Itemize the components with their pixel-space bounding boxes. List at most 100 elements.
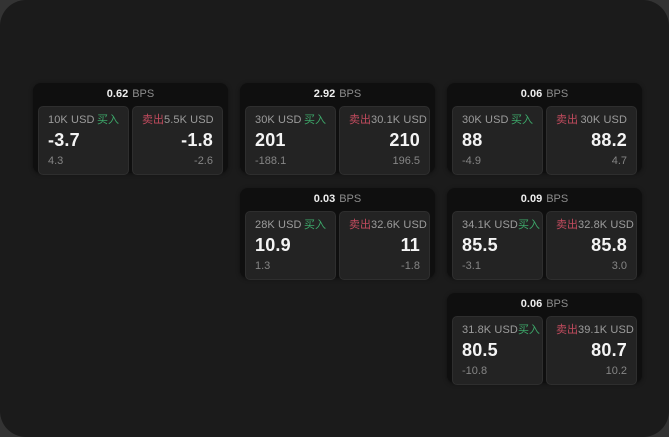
buy-price: 88 (462, 130, 483, 150)
buy-change: -4.9 (462, 155, 481, 167)
buy-amount: 30K USD (255, 114, 302, 126)
card-header: 0.06 BPS (447, 293, 642, 316)
card-header: 0.09 BPS (447, 188, 642, 211)
buy-panel-top: 31.8K USD 买入 (462, 324, 540, 337)
buy-panel[interactable]: 28K USD 买入 10.9 1.3 (245, 211, 336, 280)
sell-tag: 卖出 (556, 219, 578, 231)
sell-tag: 卖出 (142, 114, 164, 126)
sell-price: 85.8 (591, 235, 627, 255)
bps-unit-label: BPS (339, 88, 362, 100)
bps-value: 0.03 (313, 193, 336, 205)
quote-card-4: 0.03 BPS 28K USD 买入 10.9 1.3 卖出 32.6K US… (240, 188, 435, 280)
buy-panel[interactable]: 31.8K USD 买入 80.5 -10.8 (452, 316, 543, 385)
quote-cards-grid: 0.62 BPS 10K USD 买入 -3.7 4.3 卖出 5.5K USD (33, 83, 642, 385)
card-body: 31.8K USD 买入 80.5 -10.8 卖出 39.1K USD 80.… (447, 316, 642, 390)
bps-value: 0.09 (520, 193, 543, 205)
sell-amount: 30K USD (580, 114, 627, 126)
sell-change: -2.6 (194, 155, 213, 167)
buy-price: 10.9 (255, 235, 291, 255)
sell-price: 11 (400, 235, 420, 255)
card-header: 0.03 BPS (240, 188, 435, 211)
buy-panel-top: 30K USD 买入 (255, 114, 326, 127)
card-header: 0.62 BPS (33, 83, 228, 106)
sell-panel-top: 卖出 39.1K USD (556, 324, 634, 337)
buy-tag: 买入 (304, 219, 326, 231)
sell-tag: 卖出 (556, 324, 578, 336)
sell-change: 3.0 (611, 260, 627, 272)
buy-amount: 31.8K USD (462, 324, 518, 336)
buy-tag: 买入 (517, 219, 540, 231)
buy-tag: 买入 (304, 114, 326, 126)
quote-card-3: 0.06 BPS 30K USD 买入 88 -4.9 卖出 30K USD (447, 83, 642, 175)
sell-panel[interactable]: 卖出 32.8K USD 85.8 3.0 (546, 211, 637, 280)
sell-panel[interactable]: 卖出 30K USD 88.2 4.7 (546, 106, 637, 175)
bps-value: 2.92 (313, 88, 336, 100)
quote-card-6: 0.06 BPS 31.8K USD 买入 80.5 -10.8 卖出 39.1… (447, 293, 642, 385)
sell-panel[interactable]: 卖出 5.5K USD -1.8 -2.6 (132, 106, 223, 175)
bps-unit-label: BPS (339, 193, 362, 205)
buy-panel-top: 34.1K USD 买入 (462, 219, 540, 232)
card-header: 2.92 BPS (240, 83, 435, 106)
sell-panel[interactable]: 卖出 30.1K USD 210 196.5 (339, 106, 430, 175)
buy-panel-top: 28K USD 买入 (255, 219, 326, 232)
card-header: 0.06 BPS (447, 83, 642, 106)
sell-amount: 32.6K USD (371, 219, 427, 231)
buy-tag: 买入 (97, 114, 119, 126)
card-body: 10K USD 买入 -3.7 4.3 卖出 5.5K USD -1.8 -2.… (33, 106, 228, 180)
sell-panel-top: 卖出 32.6K USD (349, 219, 427, 232)
buy-panel-top: 30K USD 买入 (462, 114, 533, 127)
quote-card-5: 0.09 BPS 34.1K USD 买入 85.5 -3.1 卖出 32.8K… (447, 188, 642, 280)
sell-price: 210 (389, 130, 420, 150)
bps-unit-label: BPS (546, 193, 569, 205)
sell-panel[interactable]: 卖出 32.6K USD 11 -1.8 (339, 211, 430, 280)
sell-price: 80.7 (591, 340, 627, 360)
buy-panel[interactable]: 30K USD 买入 88 -4.9 (452, 106, 543, 175)
sell-panel-top: 卖出 30K USD (556, 114, 627, 127)
buy-tag: 买入 (511, 114, 533, 126)
sell-change: 10.2 (605, 365, 627, 377)
sell-amount: 30.1K USD (371, 114, 427, 126)
sell-panel-top: 卖出 30.1K USD (349, 114, 427, 127)
sell-panel-top: 卖出 5.5K USD (142, 114, 214, 127)
bps-value: 0.06 (520, 88, 543, 100)
buy-amount: 10K USD (48, 114, 95, 126)
sell-panel-top: 卖出 32.8K USD (556, 219, 634, 232)
buy-panel[interactable]: 30K USD 买入 201 -188.1 (245, 106, 336, 175)
buy-amount: 28K USD (255, 219, 302, 231)
buy-change: -188.1 (255, 155, 287, 167)
bps-unit-label: BPS (132, 88, 155, 100)
buy-price: 201 (255, 130, 286, 150)
buy-panel[interactable]: 34.1K USD 买入 85.5 -3.1 (452, 211, 543, 280)
bps-value: 0.62 (106, 88, 129, 100)
buy-change: -3.1 (462, 260, 481, 272)
sell-price: -1.8 (181, 130, 213, 150)
buy-price: 80.5 (462, 340, 498, 360)
sell-change: 196.5 (392, 155, 420, 167)
buy-change: 4.3 (48, 155, 64, 167)
quote-card-2: 2.92 BPS 30K USD 买入 201 -188.1 卖出 30.1K … (240, 83, 435, 175)
bps-unit-label: BPS (546, 88, 569, 100)
buy-change: -10.8 (462, 365, 488, 377)
sell-amount: 39.1K USD (578, 324, 634, 336)
buy-price: 85.5 (462, 235, 498, 255)
sell-change: -1.8 (401, 260, 420, 272)
sell-price: 88.2 (591, 130, 627, 150)
sell-panel[interactable]: 卖出 39.1K USD 80.7 10.2 (546, 316, 637, 385)
buy-panel[interactable]: 10K USD 买入 -3.7 4.3 (38, 106, 129, 175)
card-body: 30K USD 买入 201 -188.1 卖出 30.1K USD 210 1… (240, 106, 435, 180)
buy-amount: 34.1K USD (462, 219, 518, 231)
sell-change: 4.7 (611, 155, 627, 167)
sell-amount: 32.8K USD (578, 219, 634, 231)
sell-tag: 卖出 (349, 219, 371, 231)
bps-value: 0.06 (520, 298, 543, 310)
quote-card-1: 0.62 BPS 10K USD 买入 -3.7 4.3 卖出 5.5K USD (33, 83, 228, 175)
sell-tag: 卖出 (556, 114, 578, 126)
bps-unit-label: BPS (546, 298, 569, 310)
buy-tag: 买入 (517, 324, 540, 336)
sell-tag: 卖出 (349, 114, 371, 126)
buy-change: 1.3 (255, 260, 271, 272)
card-body: 30K USD 买入 88 -4.9 卖出 30K USD 88.2 4.7 (447, 106, 642, 180)
buy-amount: 30K USD (462, 114, 509, 126)
buy-panel-top: 10K USD 买入 (48, 114, 119, 127)
